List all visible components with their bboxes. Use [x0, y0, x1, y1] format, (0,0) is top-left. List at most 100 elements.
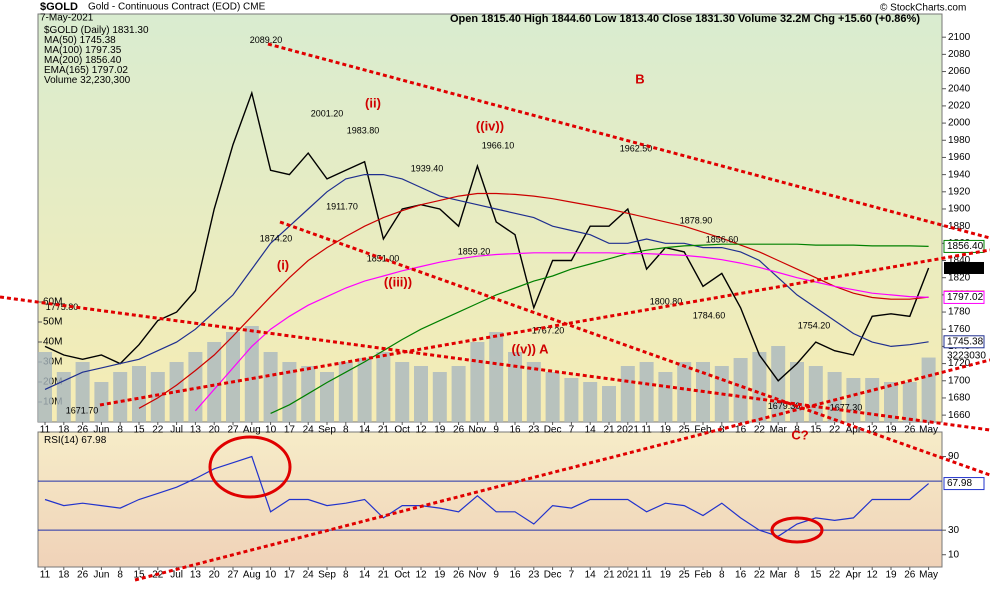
series-line: [44, 455, 929, 537]
x-tick-label: 16: [735, 570, 747, 581]
price-annotation: 1775.80: [46, 302, 79, 312]
x-tick-label: 14: [359, 425, 371, 436]
legend-value: 1831.30: [112, 25, 149, 36]
legend-entry: MA(50) 1745.38: [44, 35, 116, 46]
trendlines: [0, 42, 990, 582]
y-tick-label: 1660: [948, 410, 971, 421]
series-line: [44, 174, 929, 390]
series-line: [270, 243, 929, 414]
legend-value: 1797.35: [85, 45, 122, 56]
x-tick-label: 26: [77, 425, 89, 436]
x-tick-label: 8: [343, 425, 349, 436]
x-tick-label: 16: [509, 425, 521, 436]
x-tick-label: 2021: [617, 425, 640, 436]
x-tick-label: Dec: [544, 425, 562, 436]
x-tick-label: Dec: [544, 570, 562, 581]
x-tick-label: 19: [660, 425, 672, 436]
legend-name: MA(200): [44, 55, 82, 66]
x-tick-label: 23: [528, 570, 540, 581]
x-tick-label: 26: [453, 425, 465, 436]
volume-bar: [583, 382, 598, 422]
price-annotation: 1851.00: [367, 253, 400, 263]
x-tick-label: Mar: [770, 425, 788, 436]
volume-bar: [94, 382, 109, 422]
x-tick-label: Oct: [394, 570, 410, 581]
x-tick-label: 14: [585, 425, 597, 436]
volume-bar: [226, 332, 240, 422]
x-tick-label: 18: [58, 570, 70, 581]
volume-bar: [790, 362, 804, 422]
y-tick-label: 1940: [948, 169, 971, 180]
x-tick-label: 8: [117, 570, 123, 581]
x-tick-label: 12: [867, 570, 879, 581]
x-tick-label: 8: [343, 570, 349, 581]
volume-bar: [526, 362, 541, 422]
x-tick-label: 16: [735, 425, 747, 436]
legend-value: 1856.40: [85, 55, 122, 66]
x-tick-label: 17: [284, 425, 296, 436]
volume-bar: [827, 372, 842, 422]
price-annotation: 1939.40: [411, 164, 444, 174]
x-tick-label: 16: [509, 570, 521, 581]
price-annotation: 2089.20: [250, 35, 283, 45]
volume-bar: [677, 362, 692, 422]
x-tick-label: Nov: [469, 570, 487, 581]
volume-bar: [921, 357, 936, 422]
x-tick-label: 10: [265, 570, 277, 581]
x-tick-label: 12: [415, 425, 427, 436]
price-annotation: 1679.30: [768, 401, 801, 411]
y2-tick-label: 30M: [43, 357, 62, 368]
x-tick-label: 26: [453, 570, 465, 581]
y-tick-label: 2000: [948, 118, 971, 129]
x-tick-label: Jun: [93, 425, 109, 436]
legend-name: $GOLD (Daily): [44, 25, 110, 36]
volume-bar: [376, 352, 391, 422]
wave-label: B: [635, 71, 644, 86]
y-tick-label: 90: [948, 451, 960, 462]
volume-bar: [639, 362, 654, 422]
x-tick-label: 21: [378, 425, 390, 436]
price-annotation: 1767.20: [532, 325, 565, 335]
x-tick-label: 21: [603, 425, 615, 436]
y-tick-label: 2080: [948, 49, 971, 60]
y-tick-label: 2040: [948, 83, 971, 94]
legend-name: MA(100): [44, 45, 82, 56]
last-value: 1745.38: [947, 336, 984, 347]
symbol: $GOLD: [40, 1, 78, 13]
volume-bar: [602, 386, 616, 422]
trendline: [99, 248, 990, 407]
last-value-box: [943, 335, 985, 349]
x-tick-label: 27: [227, 425, 239, 436]
x-tick-label: Aug: [243, 425, 261, 436]
x-tick-label: Jun: [93, 570, 109, 581]
volume-bar: [150, 372, 165, 422]
volume-bar: [113, 372, 128, 422]
x-tick-label: Sep: [318, 425, 336, 436]
x-tick-label: May: [919, 425, 938, 436]
x-tick-label: Oct: [394, 425, 410, 436]
x-tick-label: 22: [829, 570, 841, 581]
last-value-box: [944, 261, 984, 274]
x-tick-label: Nov: [469, 425, 487, 436]
x-tick-label: 9: [493, 425, 499, 436]
y-tick-label: 1780: [948, 307, 971, 318]
series-line: [194, 252, 929, 412]
volume-bar: [470, 342, 485, 422]
last-value: 1797.02: [947, 292, 984, 303]
y2-tick-label: 40M: [43, 337, 62, 348]
trendline: [0, 295, 990, 432]
highlight: [770, 516, 824, 544]
volume-bar: [489, 332, 504, 422]
x-tick-label: 13: [190, 425, 202, 436]
wave-label: C?: [791, 427, 808, 442]
legend-entry: MA(200) 1856.40: [44, 55, 122, 66]
price-annotation: 1874.20: [260, 234, 293, 244]
volume-bar: [564, 378, 579, 422]
wave-label: ((iv)): [476, 118, 504, 133]
y-tick-label: 30: [948, 525, 960, 536]
volume-bar: [75, 362, 90, 422]
trendline: [134, 358, 990, 582]
price-annotation: 1856.60: [706, 235, 739, 245]
y-tick-label: 1960: [948, 152, 971, 163]
